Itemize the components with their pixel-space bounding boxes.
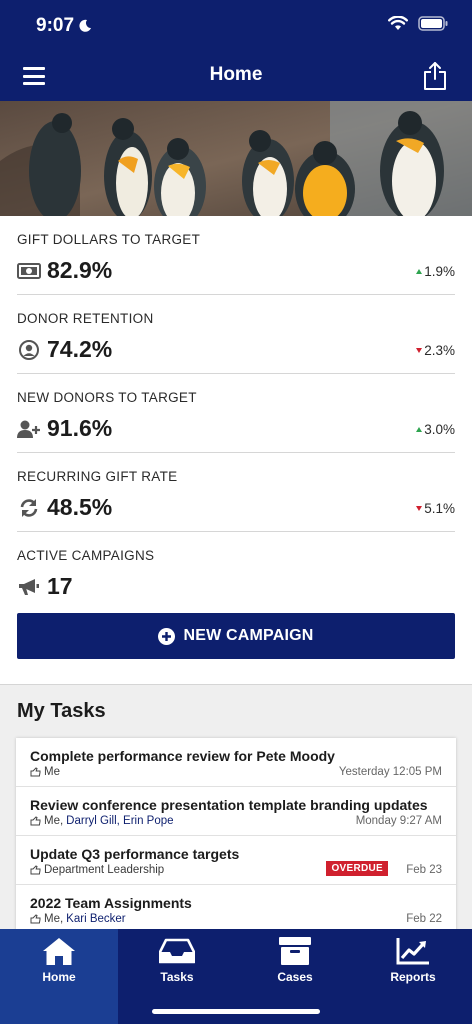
plus-circle-icon: [158, 627, 176, 645]
moon-icon: [79, 19, 92, 32]
kpi-value: 48.5%: [47, 494, 113, 520]
kpi-value: 82.9%: [47, 257, 113, 283]
inbox-icon: [118, 935, 236, 967]
hand-point-icon: [30, 767, 41, 777]
tab-home[interactable]: Home: [0, 929, 118, 1024]
task-item[interactable]: Review conference presentation template …: [16, 787, 456, 836]
trend-up-icon: [416, 427, 423, 432]
top-bar: 9:07 Home: [0, 0, 472, 101]
task-title: Update Q3 performance targets: [30, 846, 240, 862]
status-time-text: 9:07: [36, 15, 75, 36]
trend-down-icon: [416, 348, 423, 353]
kpi-active-campaigns[interactable]: ACTIVE CAMPAIGNS 17: [17, 532, 455, 611]
user-plus-icon: [17, 418, 41, 440]
kpi-value: 91.6%: [47, 415, 113, 441]
menu-button[interactable]: [23, 67, 45, 85]
kpi-change: 1.9%: [416, 264, 455, 279]
kpi-label: ACTIVE CAMPAIGNS: [17, 548, 155, 563]
status-time: 9:07: [36, 15, 92, 37]
trend-down-icon: [416, 506, 423, 511]
home-icon: [0, 935, 118, 967]
tab-cases[interactable]: Cases: [236, 929, 354, 1024]
trend-up-icon: [416, 269, 423, 274]
overdue-badge: OVERDUE: [326, 861, 388, 876]
status-indicators: [388, 16, 448, 31]
tab-label: Reports: [390, 970, 436, 984]
kpi-new-donors[interactable]: NEW DONORS TO TARGET 91.6% 3.0%: [17, 374, 455, 453]
kpi-recurring-gift[interactable]: RECURRING GIFT RATE 48.5% 5.1%: [17, 453, 455, 532]
kpi-change: 2.3%: [416, 343, 455, 358]
tab-label: Tasks: [160, 970, 194, 984]
task-owner: Me,: [44, 815, 64, 827]
task-item[interactable]: 2022 Team Assignments Me, Kari Becker Fe…: [16, 885, 456, 934]
kpi-label: RECURRING GIFT RATE: [17, 469, 178, 484]
hand-point-icon: [30, 914, 41, 924]
tab-bar: Home Tasks Cases Reports: [0, 929, 472, 1024]
battery-icon: [418, 16, 448, 31]
hand-point-icon: [30, 816, 41, 826]
task-owner: Me,: [44, 913, 64, 925]
kpi-label: NEW DONORS TO TARGET: [17, 390, 197, 405]
home-indicator: [152, 1009, 320, 1014]
task-item[interactable]: Update Q3 performance targets Department…: [16, 836, 456, 885]
tab-label: Cases: [277, 970, 313, 984]
task-assignees[interactable]: Kari Becker: [66, 913, 126, 925]
task-date: Feb 23: [406, 864, 442, 876]
task-item[interactable]: Complete performance review for Pete Moo…: [16, 738, 456, 787]
task-title: Complete performance review for Pete Moo…: [30, 748, 335, 764]
tab-reports[interactable]: Reports: [354, 929, 472, 1024]
menu-icon: [23, 67, 45, 70]
share-icon[interactable]: [422, 61, 448, 91]
hand-point-icon: [30, 865, 41, 875]
kpi-change: 5.1%: [416, 501, 455, 516]
tab-label: Home: [42, 970, 76, 984]
task-title: Review conference presentation template …: [30, 797, 428, 813]
megaphone-icon: [17, 576, 41, 598]
task-assignees[interactable]: Darryl Gill, Erin Pope: [66, 815, 174, 827]
money-icon: [17, 260, 41, 282]
task-date: Yesterday 12:05 PM: [338, 766, 442, 778]
new-campaign-label: NEW CAMPAIGN: [183, 627, 314, 644]
new-campaign-button[interactable]: NEW CAMPAIGN: [17, 613, 455, 659]
kpi-gift-dollars[interactable]: GIFT DOLLARS TO TARGET 82.9% 1.9%: [17, 216, 455, 295]
task-owner: Department Leadership: [44, 864, 165, 876]
kpi-label: DONOR RETENTION: [17, 311, 154, 326]
tasks-section-title: My Tasks: [17, 700, 106, 722]
task-title: 2022 Team Assignments: [30, 895, 192, 911]
archive-icon: [236, 935, 354, 967]
wifi-icon: [388, 16, 408, 30]
hero-image: [0, 101, 472, 216]
sync-icon: [17, 497, 41, 519]
tab-tasks[interactable]: Tasks: [118, 929, 236, 1024]
task-owner: Me: [44, 766, 60, 778]
task-date: Monday 9:27 AM: [355, 815, 442, 827]
page-title: Home: [209, 64, 263, 85]
kpi-donor-retention[interactable]: DONOR RETENTION 74.2% 2.3%: [17, 295, 455, 374]
task-date: Feb 22: [406, 913, 442, 925]
kpi-card: GIFT DOLLARS TO TARGET 82.9% 1.9% DONOR …: [0, 216, 472, 685]
kpi-label: GIFT DOLLARS TO TARGET: [17, 232, 201, 247]
chart-line-icon: [354, 935, 472, 967]
kpi-value: 17: [47, 573, 73, 599]
kpi-value: 74.2%: [47, 336, 113, 362]
tasks-list: Complete performance review for Pete Moo…: [16, 738, 456, 938]
kpi-change: 3.0%: [416, 422, 455, 437]
user-circle-icon: [17, 339, 41, 361]
